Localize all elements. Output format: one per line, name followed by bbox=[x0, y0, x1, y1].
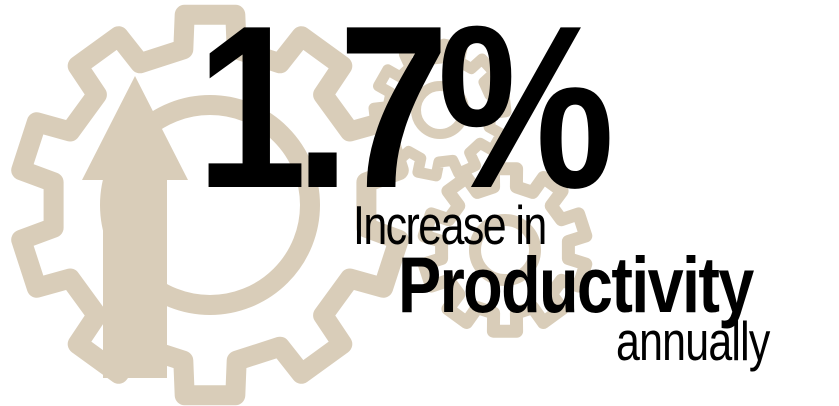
stat-label-annually: annually bbox=[616, 310, 770, 372]
stat-label-increase: Increase in bbox=[353, 194, 547, 256]
small-gear-bottom-icon bbox=[417, 162, 593, 338]
small-gear-bottom-inner-ring bbox=[469, 214, 541, 286]
stat-label-productivity: Productivity bbox=[398, 240, 754, 329]
small-gear-top-icon bbox=[368, 38, 512, 182]
large-gear-icon bbox=[11, 4, 409, 406]
stat-value: 1.7% bbox=[196, 0, 615, 237]
small-gear-top-inner-ring bbox=[411, 81, 469, 139]
arrow-up-icon bbox=[82, 76, 188, 378]
